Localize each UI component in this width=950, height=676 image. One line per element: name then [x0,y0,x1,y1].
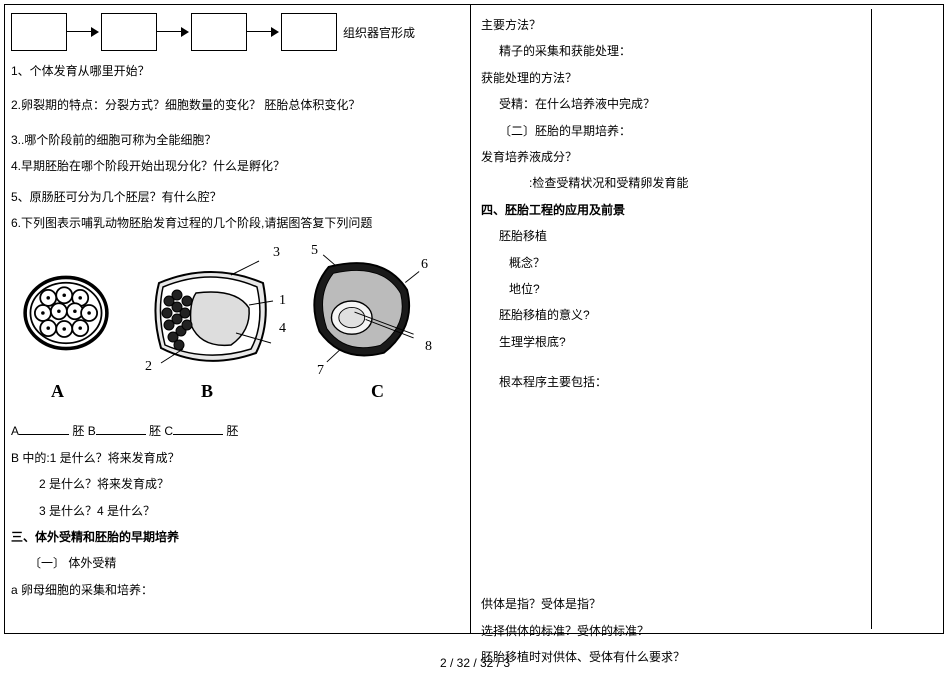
arrow-icon [247,27,281,37]
question-4: 4.早期胚胎在哪个阶段开始出现分化？什么是孵化？ [11,156,464,176]
r-line-2: 精子的采集和获能处理： [499,41,867,61]
b-question-1: B 中的:1 是什么？将来发育成？ [11,448,464,468]
fill-b: 胚 B [72,424,95,438]
right-column: 主要方法？ 精子的采集和获能处理： 获能处理的方法？ 受精：在什么培养液中完成？… [471,5,937,633]
heading-3-1a: a 卵母细胞的采集和培养： [11,580,464,600]
question-6: 6.下列图表示哺乳动物胚胎发育过程的几个阶段,请据图答复下列问题 [11,213,464,233]
r-line-5: 〔二〕胚胎的早期培养： [499,121,867,141]
embryo-c-icon [301,253,421,368]
fig-label-4: 4 [279,321,286,337]
r-line-4: 受精：在什么培养液中完成？ [499,94,867,114]
arrow-icon [157,27,191,37]
r-line-8: 胚胎移植 [499,226,867,246]
question-1: 1、个体发育从哪里开始？ [11,61,464,81]
r-line-3: 获能处理的方法？ [481,68,867,88]
fig-letter-c: C [371,381,384,402]
heading-3-1: 〔一〕 体外受精 [29,553,464,573]
right-content: 主要方法？ 精子的采集和获能处理： 获能处理的方法？ 受精：在什么培养液中完成？… [477,9,871,629]
r-line-6: 发育培养液成分？ [481,147,867,167]
page-container: 组织器官形成 1、个体发育从哪里开始？ 2.卵裂期的特点：分裂方式？细胞数量的变… [4,4,944,634]
blank-c [173,423,223,435]
fig-label-2: 2 [145,359,152,375]
r-line-13: 根本程序主要包括： [499,372,867,392]
fill-a: A [11,424,19,438]
fill-end: 胚 [226,424,238,438]
fig-label-7: 7 [317,363,324,379]
flow-box-2 [101,13,157,51]
fig-letter-b: B [201,381,213,402]
b-question-3: 3 是什么？4 是什么？ [39,501,464,521]
flow-diagram: 组织器官形成 [11,13,464,51]
blank-a [19,423,69,435]
fig-label-8: 8 [425,339,432,355]
r-line-14: 供体是指？受体是指？ [481,594,867,614]
blank-space [481,398,867,588]
page-number: 2 / 32 / 32 / 3 [0,656,950,670]
r-line-15: 选择供体的标准？受体的标准？ [481,621,867,641]
fig-label-6: 6 [421,257,428,273]
r-line-10: 地位? [509,279,867,299]
r-line-9: 概念？ [509,253,867,273]
fig-label-5: 5 [311,243,318,259]
r-line-7: :检查受精状况和受精卵发育能 [529,173,867,193]
r-line-11: 胚胎移植的意义? [499,305,867,325]
flow-box-4 [281,13,337,51]
right-margin [871,9,931,629]
fill-c: 胚 C [149,424,173,438]
r-line-12: 生理学根底? [499,332,867,352]
heading-3: 三、体外受精和胚胎的早期培养 [11,527,464,547]
embryo-figure: 3 1 4 2 5 6 7 8 A B C [11,243,431,403]
embryo-a-icon [21,273,111,353]
fig-letter-a: A [51,381,64,402]
fill-blank-line: A 胚 B 胚 C 胚 [11,421,464,441]
question-2: 2.卵裂期的特点：分裂方式？细胞数量的变化？ 胚胎总体积变化？ [11,95,464,115]
flow-box-1 [11,13,67,51]
b-question-2: 2 是什么？将来发育成？ [39,474,464,494]
embryo-b-icon [141,253,281,368]
question-5: 5、原肠胚可分为几个胚层？有什么腔？ [11,187,464,207]
arrow-icon [67,27,101,37]
flow-box-3 [191,13,247,51]
left-column: 组织器官形成 1、个体发育从哪里开始？ 2.卵裂期的特点：分裂方式？细胞数量的变… [5,5,471,633]
heading-4: 四、胚胎工程的应用及前景 [481,200,867,220]
flow-end-label: 组织器官形成 [343,24,415,41]
fig-label-3: 3 [273,245,280,261]
blank-b [96,423,146,435]
fig-label-1: 1 [279,293,286,309]
r-line-1: 主要方法？ [481,15,867,35]
question-3: 3..哪个阶段前的细胞可称为全能细胞？ [11,130,464,150]
